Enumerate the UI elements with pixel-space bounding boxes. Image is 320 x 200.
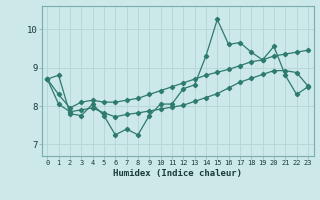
- X-axis label: Humidex (Indice chaleur): Humidex (Indice chaleur): [113, 169, 242, 178]
